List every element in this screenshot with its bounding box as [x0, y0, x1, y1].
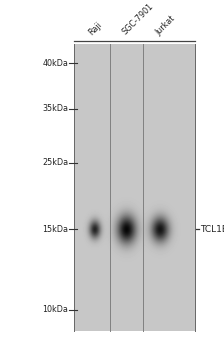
Text: 35kDa: 35kDa: [42, 104, 68, 113]
Text: SGC-7901: SGC-7901: [120, 2, 155, 37]
Text: 25kDa: 25kDa: [42, 158, 68, 167]
Text: Jurkat: Jurkat: [154, 14, 177, 37]
Text: TCL1B: TCL1B: [200, 225, 224, 234]
Text: 10kDa: 10kDa: [42, 305, 68, 314]
Text: 15kDa: 15kDa: [42, 225, 68, 234]
Text: 40kDa: 40kDa: [42, 58, 68, 68]
Text: Raji: Raji: [87, 20, 103, 37]
